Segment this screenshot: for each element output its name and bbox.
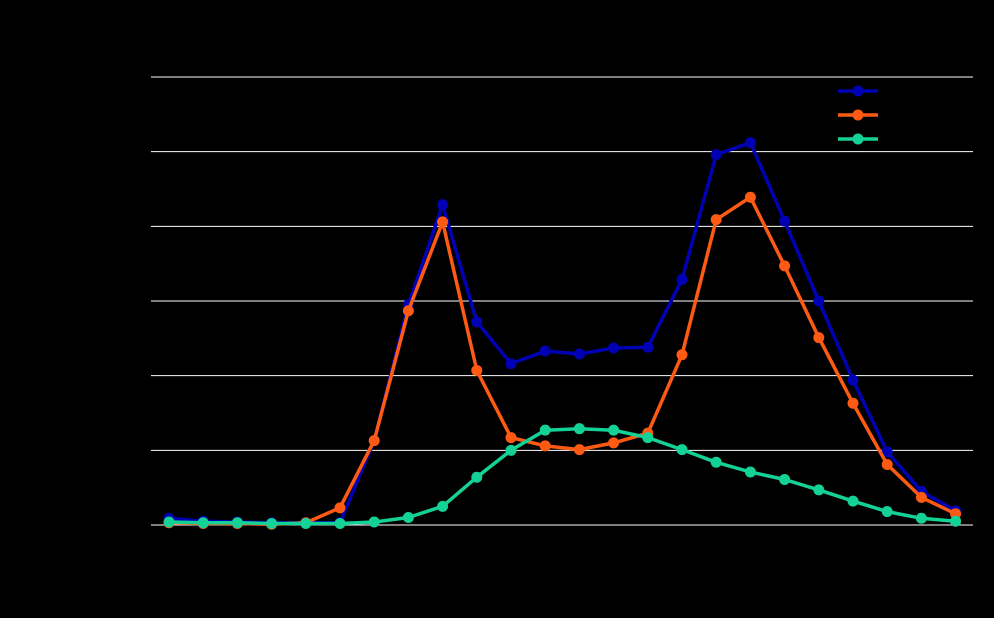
series-3-point xyxy=(608,424,620,436)
series-3-point xyxy=(813,484,825,496)
gridlines xyxy=(151,76,973,526)
series-3-point xyxy=(471,471,483,483)
legend-item-3 xyxy=(838,133,878,145)
series-1-line xyxy=(167,140,958,525)
series-2-point xyxy=(402,305,414,317)
legend-item-1 xyxy=(838,85,878,97)
series-1-point xyxy=(813,295,825,307)
series-3 xyxy=(163,423,962,530)
series-1-point xyxy=(437,199,449,211)
series-3-point xyxy=(881,506,893,518)
series-3-point xyxy=(402,512,414,524)
series-3-point xyxy=(779,473,791,485)
series-3-point xyxy=(300,518,312,530)
series-3-point xyxy=(266,518,278,530)
series-1-point xyxy=(505,358,517,370)
series-3-point xyxy=(334,518,346,530)
series-1-point xyxy=(539,345,551,357)
series-3-point xyxy=(710,456,722,468)
series-2-point xyxy=(779,260,791,272)
series-1 xyxy=(163,137,962,529)
legend-swatch-marker xyxy=(852,109,864,121)
series-3-point xyxy=(950,515,962,527)
series-3-point xyxy=(539,424,551,436)
series-3-point xyxy=(231,517,243,529)
series-3-point xyxy=(505,444,517,456)
series-2-point xyxy=(813,332,825,344)
series-2-line xyxy=(167,195,958,527)
series-3-point xyxy=(676,444,688,456)
series-2-point xyxy=(847,397,859,409)
series-1-point xyxy=(573,348,585,360)
series-3-point xyxy=(642,432,654,444)
series-3-point xyxy=(915,512,927,524)
series-1-point xyxy=(676,273,688,285)
series-1-point xyxy=(710,149,722,161)
series-3-point xyxy=(573,423,585,435)
series-2-point xyxy=(608,437,620,449)
series-3-point xyxy=(847,495,859,507)
series-1-point xyxy=(779,215,791,227)
series-1-point xyxy=(471,316,483,328)
series-3-line xyxy=(167,426,958,526)
series-1-point xyxy=(744,137,756,149)
series-2-point xyxy=(539,440,551,452)
series-2-point xyxy=(471,364,483,376)
series-2-point xyxy=(881,459,893,471)
series-2-point xyxy=(915,491,927,503)
series-layer xyxy=(163,137,962,530)
series-2-point xyxy=(573,444,585,456)
series-2-point xyxy=(744,191,756,203)
series-3-point xyxy=(163,516,175,528)
series-2-point xyxy=(505,432,517,444)
series-1-point xyxy=(642,341,654,353)
legend xyxy=(838,85,878,145)
series-3-point xyxy=(368,516,380,528)
series-3-point xyxy=(197,517,209,529)
series-2 xyxy=(163,191,962,530)
legend-swatch-marker xyxy=(852,85,864,97)
legend-item-2 xyxy=(838,109,878,121)
series-2-point xyxy=(676,349,688,361)
legend-swatch-marker xyxy=(852,133,864,145)
series-3-point xyxy=(437,500,449,512)
series-2-point xyxy=(437,216,449,228)
series-2-point xyxy=(710,214,722,226)
series-2-point xyxy=(334,502,346,514)
series-1-point xyxy=(608,342,620,354)
series-2-point xyxy=(368,435,380,447)
series-1-point xyxy=(847,374,859,386)
series-1-point xyxy=(881,446,893,458)
series-3-point xyxy=(744,466,756,478)
